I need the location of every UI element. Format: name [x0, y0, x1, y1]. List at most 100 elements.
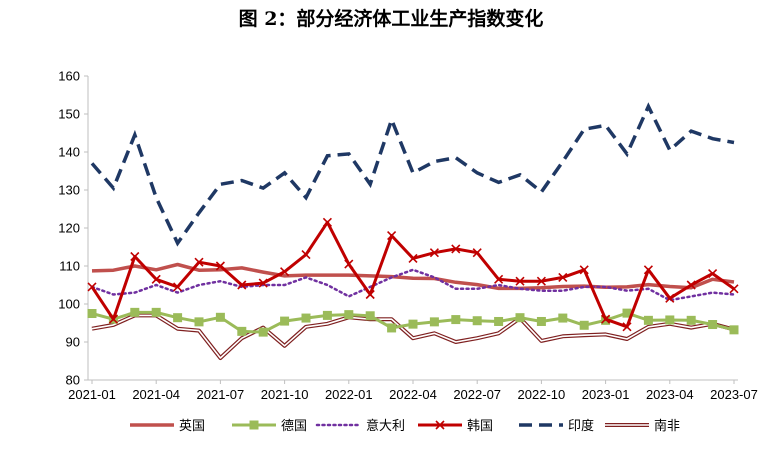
data-point — [365, 289, 375, 300]
data-point — [280, 316, 290, 326]
y-tick-label: 110 — [59, 259, 80, 274]
data-point — [472, 316, 482, 326]
data-point — [536, 276, 546, 286]
series-0 — [91, 262, 735, 291]
cross-stroke — [87, 282, 97, 292]
legend-label: 英国 — [179, 419, 205, 434]
cross-stroke — [558, 272, 568, 282]
x-tick-label: 2022-01 — [325, 387, 373, 402]
chart-axes: 80 90 100 110 120 130 140 150 160 2021-01 2021-04 2… — [58, 69, 758, 403]
data-point — [643, 315, 653, 325]
cross-stroke — [215, 261, 225, 271]
series-1 — [87, 307, 739, 337]
data-point — [301, 250, 311, 260]
data-point — [408, 319, 418, 329]
cross-stroke — [108, 314, 118, 324]
legend-label: 意大利 — [366, 418, 405, 434]
data-point — [515, 313, 525, 323]
data-point — [472, 248, 482, 258]
y-tick-label: 90 — [66, 335, 80, 350]
series-line-inner — [91, 314, 735, 359]
data-point — [344, 310, 354, 320]
x-tick-label: 2022-10 — [518, 387, 566, 402]
x-tick-label: 2021-10 — [261, 387, 309, 402]
data-point — [451, 244, 461, 254]
data-point — [579, 320, 589, 330]
data-point — [108, 314, 118, 324]
legend-item-4: 印度 — [519, 418, 594, 434]
data-point — [387, 323, 397, 333]
cross-stroke — [622, 322, 632, 332]
data-point — [494, 316, 504, 326]
data-point — [87, 282, 97, 292]
cross-stroke — [151, 274, 161, 284]
cross-stroke — [536, 276, 546, 286]
data-point — [237, 280, 247, 290]
data-point — [194, 317, 204, 327]
cross-stroke — [472, 248, 482, 258]
series-5 — [91, 313, 735, 360]
data-point — [258, 327, 268, 337]
data-point — [344, 259, 354, 269]
y-tick-label: 80 — [66, 373, 80, 388]
series-2 — [90, 268, 736, 302]
cross-stroke — [729, 284, 739, 294]
data-point — [151, 307, 161, 317]
legend-item-5: 南非 — [605, 418, 680, 434]
y-tick-label: 140 — [58, 145, 80, 160]
data-point — [579, 265, 589, 275]
data-point — [130, 307, 140, 317]
series-line — [90, 102, 735, 247]
cross-stroke — [237, 280, 247, 290]
legend-marker — [249, 420, 259, 430]
cross-stroke — [686, 280, 696, 290]
data-point — [536, 316, 546, 326]
data-point — [194, 257, 204, 267]
series-3 — [87, 217, 739, 332]
cross-stroke — [280, 267, 290, 277]
x-tick-label: 2021-04 — [132, 387, 180, 402]
data-point — [708, 269, 718, 279]
data-point — [494, 274, 504, 284]
data-point — [429, 248, 439, 258]
y-tick-label: 150 — [58, 107, 80, 122]
cross-stroke — [173, 282, 183, 292]
x-tick-label: 2022-04 — [389, 387, 437, 402]
data-point — [173, 282, 183, 292]
data-point — [365, 311, 375, 321]
data-point — [622, 308, 632, 318]
cross-stroke — [344, 259, 354, 269]
cross-stroke — [665, 293, 675, 303]
data-point — [643, 265, 653, 275]
data-point — [515, 276, 525, 286]
cross-stroke — [494, 274, 504, 284]
cross-stroke — [643, 265, 653, 275]
x-tick-label: 2021-07 — [197, 387, 245, 402]
x-tick-label: 2021-01 — [68, 387, 116, 402]
data-point — [686, 280, 696, 290]
series-line — [90, 268, 736, 302]
legend-item-0: 英国 — [130, 419, 205, 434]
data-point — [451, 315, 461, 325]
data-point — [215, 312, 225, 322]
cross-stroke — [258, 278, 268, 288]
series-4 — [90, 102, 735, 247]
x-tick-label: 2023-07 — [710, 387, 758, 402]
cross-stroke — [365, 289, 375, 300]
series-layer — [87, 102, 739, 360]
legend-label: 南非 — [654, 418, 680, 434]
data-point — [322, 310, 332, 320]
cross-stroke — [429, 248, 439, 258]
cross-stroke — [708, 269, 718, 279]
cross-stroke — [579, 265, 589, 275]
data-point — [151, 274, 161, 284]
cross-stroke — [130, 251, 140, 262]
data-point — [408, 253, 418, 263]
data-point — [301, 313, 311, 323]
legend-item-2: 意大利 — [315, 418, 405, 434]
x-tick-label: 2023-01 — [582, 387, 630, 402]
data-point — [429, 317, 439, 327]
data-point — [130, 251, 140, 262]
cross-stroke — [301, 250, 311, 260]
